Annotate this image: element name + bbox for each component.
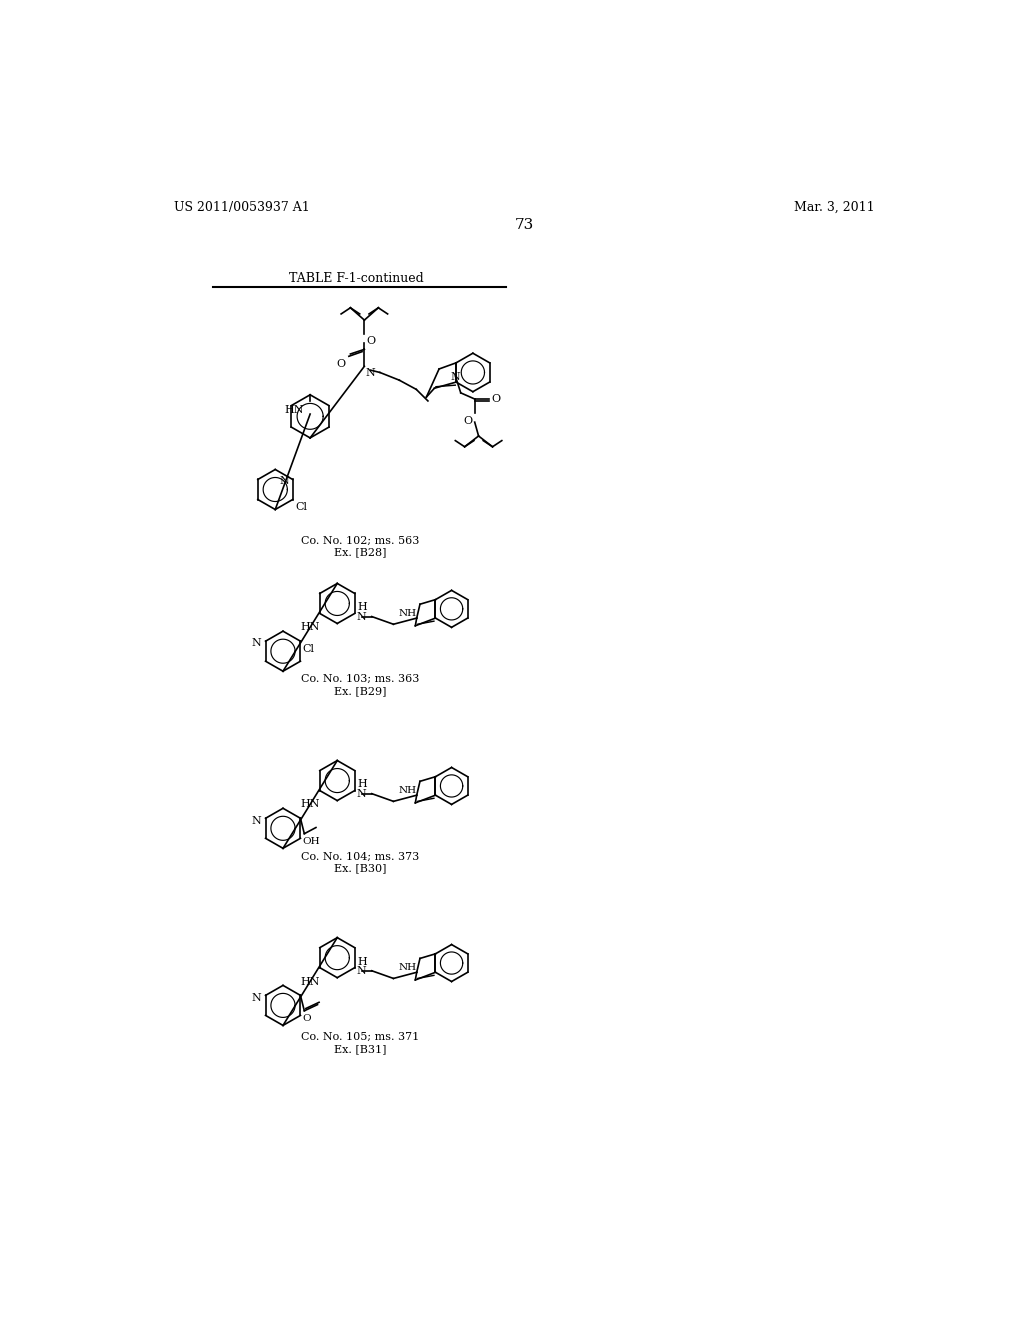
Text: N: N bbox=[356, 966, 366, 975]
Text: HN: HN bbox=[301, 622, 321, 632]
Text: N: N bbox=[280, 477, 290, 486]
Text: N: N bbox=[451, 372, 461, 381]
Text: TABLE F-1-continued: TABLE F-1-continued bbox=[289, 272, 424, 285]
Text: Mar. 3, 2011: Mar. 3, 2011 bbox=[795, 201, 876, 214]
Text: OH: OH bbox=[303, 837, 321, 846]
Text: Co. No. 103; ms. 363
Ex. [B29]: Co. No. 103; ms. 363 Ex. [B29] bbox=[301, 675, 420, 696]
Text: Co. No. 102; ms. 563
Ex. [B28]: Co. No. 102; ms. 563 Ex. [B28] bbox=[301, 536, 420, 557]
Text: NH: NH bbox=[398, 964, 417, 972]
Text: N: N bbox=[252, 816, 262, 825]
Text: N: N bbox=[356, 788, 366, 799]
Text: H: H bbox=[357, 779, 367, 789]
Text: N: N bbox=[252, 639, 262, 648]
Text: Co. No. 104; ms. 373
Ex. [B30]: Co. No. 104; ms. 373 Ex. [B30] bbox=[301, 851, 420, 873]
Text: HN: HN bbox=[301, 977, 321, 986]
Text: 73: 73 bbox=[515, 218, 535, 232]
Text: H: H bbox=[357, 602, 367, 612]
Text: Cl: Cl bbox=[295, 502, 307, 512]
Text: NH: NH bbox=[398, 609, 417, 618]
Text: N: N bbox=[366, 368, 376, 378]
Text: NH: NH bbox=[398, 787, 417, 795]
Text: N: N bbox=[252, 993, 262, 1003]
Text: Co. No. 105; ms. 371
Ex. [B31]: Co. No. 105; ms. 371 Ex. [B31] bbox=[301, 1032, 420, 1053]
Text: H: H bbox=[357, 957, 367, 966]
Text: O: O bbox=[367, 337, 376, 346]
Text: O: O bbox=[337, 359, 346, 370]
Text: Cl: Cl bbox=[303, 644, 314, 655]
Text: HN: HN bbox=[301, 800, 321, 809]
Text: N: N bbox=[356, 611, 366, 622]
Text: O: O bbox=[463, 416, 472, 426]
Text: O: O bbox=[492, 395, 501, 404]
Text: US 2011/0053937 A1: US 2011/0053937 A1 bbox=[174, 201, 310, 214]
Text: O: O bbox=[303, 1014, 311, 1023]
Text: HN: HN bbox=[285, 405, 304, 416]
